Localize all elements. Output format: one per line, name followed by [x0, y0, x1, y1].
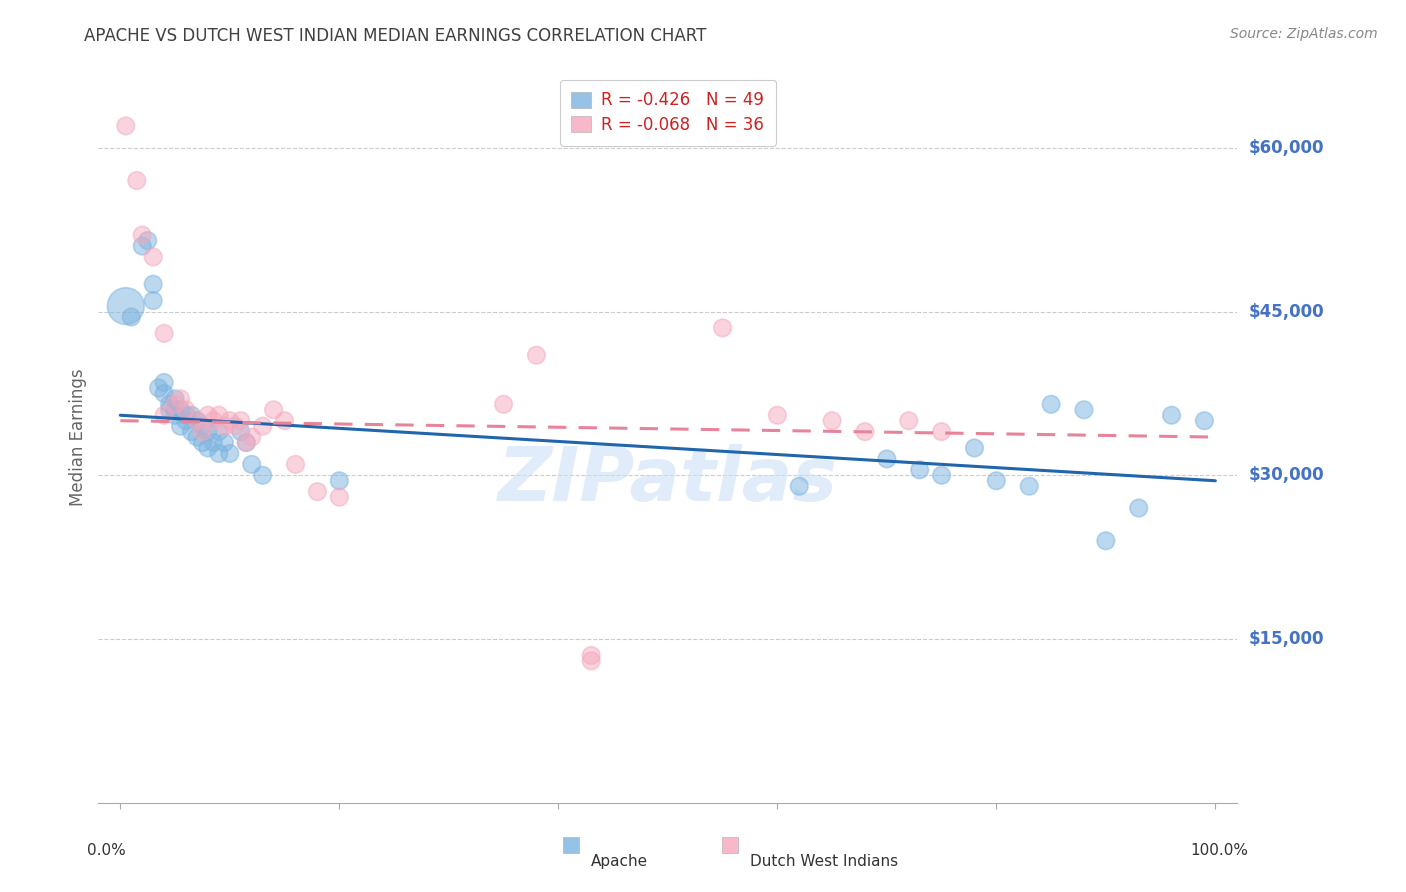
Point [492, 397, 515, 411]
Point [174, 409, 197, 423]
Point [284, 458, 307, 472]
Point [174, 414, 197, 428]
Point [169, 392, 191, 406]
Text: Source: ZipAtlas.com: Source: ZipAtlas.com [1230, 27, 1378, 41]
Point [273, 414, 295, 428]
Point [986, 474, 1008, 488]
Point [197, 441, 219, 455]
Point [180, 409, 202, 423]
Point [202, 435, 225, 450]
Text: $60,000: $60,000 [1249, 139, 1324, 157]
Text: $45,000: $45,000 [1249, 302, 1324, 320]
Point [174, 402, 197, 417]
Point [208, 446, 231, 460]
Point [526, 348, 548, 362]
Text: Apache: Apache [591, 854, 648, 869]
Point [1073, 402, 1095, 417]
Point [214, 419, 236, 434]
Point [240, 430, 263, 444]
Point [180, 425, 202, 439]
Point [142, 250, 165, 264]
Point [931, 425, 953, 439]
Point [165, 409, 187, 423]
Point [821, 414, 844, 428]
Point [229, 425, 252, 439]
Point [218, 414, 240, 428]
Text: APACHE VS DUTCH WEST INDIAN MEDIAN EARNINGS CORRELATION CHART: APACHE VS DUTCH WEST INDIAN MEDIAN EARNI… [84, 27, 707, 45]
Point [159, 402, 181, 417]
Point [908, 463, 931, 477]
Point [148, 381, 170, 395]
Text: 100.0%: 100.0% [1191, 843, 1249, 858]
Point [1040, 397, 1063, 411]
Point [1018, 479, 1040, 493]
Point [214, 435, 236, 450]
Point [853, 425, 876, 439]
Point [186, 414, 208, 428]
Point [153, 409, 176, 423]
Point [766, 409, 789, 423]
Point [208, 425, 231, 439]
Point [186, 430, 208, 444]
Point [263, 402, 285, 417]
Point [114, 299, 136, 313]
Point [131, 239, 153, 253]
Point [1160, 409, 1182, 423]
Point [191, 425, 214, 439]
Point [153, 386, 176, 401]
Point [931, 468, 953, 483]
Point [169, 419, 191, 434]
Point [153, 376, 176, 390]
Point [125, 173, 148, 187]
Text: 0.0%: 0.0% [87, 843, 125, 858]
Point [191, 419, 214, 434]
Point [240, 458, 263, 472]
Point [1194, 414, 1216, 428]
Text: $15,000: $15,000 [1249, 630, 1324, 648]
Point [131, 228, 153, 243]
Y-axis label: Median Earnings: Median Earnings [69, 368, 87, 506]
Point [235, 435, 257, 450]
Point [120, 310, 142, 324]
Point [307, 484, 329, 499]
Point [963, 441, 986, 455]
Point [197, 425, 219, 439]
Point [235, 435, 257, 450]
Point [191, 435, 214, 450]
Point [136, 234, 159, 248]
Point [1128, 501, 1150, 516]
Point [202, 414, 225, 428]
Point [328, 490, 350, 504]
Point [186, 414, 208, 428]
Point [711, 321, 734, 335]
Text: $30,000: $30,000 [1249, 467, 1324, 484]
Point [229, 414, 252, 428]
Point [579, 648, 602, 663]
Point [153, 326, 176, 341]
Point [165, 392, 187, 406]
Point [142, 293, 165, 308]
Point [208, 409, 231, 423]
Point [876, 451, 898, 466]
Point [224, 419, 246, 434]
Text: Dutch West Indians: Dutch West Indians [749, 854, 898, 869]
Point [1095, 533, 1118, 548]
Point [165, 402, 187, 417]
Point [252, 419, 274, 434]
Point [328, 474, 350, 488]
Point [197, 409, 219, 423]
Point [114, 119, 136, 133]
Text: ZIPatlas: ZIPatlas [498, 444, 838, 517]
Point [159, 397, 181, 411]
Point [252, 468, 274, 483]
Point [165, 397, 187, 411]
Point [218, 446, 240, 460]
Point [169, 402, 191, 417]
Legend: R = -0.426   N = 49, R = -0.068   N = 36: R = -0.426 N = 49, R = -0.068 N = 36 [560, 79, 776, 145]
Point [897, 414, 920, 428]
Point [787, 479, 810, 493]
Point [142, 277, 165, 292]
Point [579, 654, 602, 668]
